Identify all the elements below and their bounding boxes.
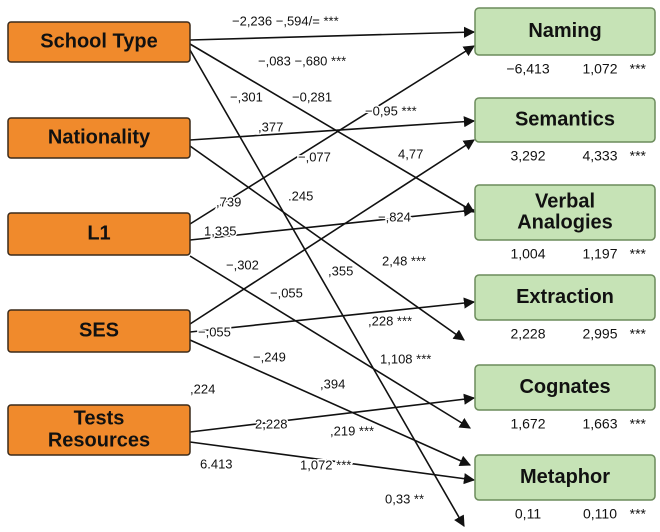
outcome-box (474, 364, 656, 411)
outcome-stat: *** (630, 416, 647, 432)
arrow (189, 145, 465, 341)
source-box (7, 117, 191, 159)
edge-label: ,228 *** (368, 313, 412, 328)
edge-label: −,055 (198, 324, 231, 339)
arrow (189, 139, 475, 325)
nodes: School Type Nationality L1 SES TestsResource… (7, 7, 656, 522)
arrow (189, 205, 476, 241)
outcome-box (474, 7, 656, 56)
arrow (189, 393, 476, 433)
arrow (189, 43, 475, 213)
outcome-label: Verbal (535, 190, 595, 212)
edge-label: −,824 (378, 209, 411, 224)
edge-label: −,083 −,680 *** (258, 53, 346, 68)
arrows (189, 26, 476, 527)
edge-label: 1,335 (204, 223, 237, 238)
outcome-label: Semantics (515, 108, 615, 130)
outcome-stat: 1,197 (582, 246, 617, 262)
edge-label: .245 (288, 188, 313, 203)
edge-label: −,301 (230, 89, 263, 104)
source-label: Resources (48, 429, 150, 451)
edge-label: ,355 (328, 263, 353, 278)
outcome-stat: −6,413 (506, 61, 549, 77)
arrow (189, 45, 475, 225)
arrow (189, 339, 472, 467)
outcome-stat: 1,004 (510, 246, 545, 262)
source-box (7, 212, 191, 256)
source-label: School Type (40, 30, 157, 52)
edge-label: −,077 (298, 149, 331, 164)
edge-label: ,224 (190, 381, 215, 396)
edge-label: −,055 (270, 285, 303, 300)
outcome-stat: 2,228 (510, 326, 545, 342)
edge-label: −,302 (226, 257, 259, 272)
outcome-stat: *** (630, 246, 647, 262)
arrow (189, 49, 465, 527)
outcome-stat: 0,11 (515, 506, 541, 522)
edge-label: −0,281 (292, 89, 332, 104)
edge-label: ,394 (320, 376, 345, 391)
outcome-box (474, 184, 656, 241)
edge-label: ,739 (216, 194, 241, 209)
source-label: Nationality (48, 126, 151, 148)
outcome-label: Extraction (516, 286, 614, 308)
edge-label: 1,108 *** (380, 351, 431, 366)
outcome-stat: 1,663 (582, 416, 617, 432)
edge-label: 0,33 ** (385, 491, 424, 506)
arrow (189, 26, 476, 41)
outcome-label: Naming (528, 20, 601, 42)
outcome-label: Analogies (517, 211, 613, 233)
edge-label: −,249 (253, 349, 286, 364)
source-label: Tests (74, 407, 125, 429)
outcome-stat: *** (630, 61, 647, 77)
edge-label: 2,48 *** (382, 253, 426, 268)
edge-label: −2,236 −,594/= *** (232, 13, 339, 28)
outcome-box (474, 97, 656, 143)
arrow (189, 297, 476, 333)
edge-label: ,219 *** (330, 423, 374, 438)
edge-label: 6.413 (200, 456, 233, 471)
outcome-stat: 3,292 (510, 148, 545, 164)
outcome-box (474, 274, 656, 321)
edge-label: −0,95 *** (365, 103, 417, 118)
edge-label: 1,072 *** (300, 457, 351, 472)
source-box (7, 309, 191, 353)
outcome-stat: *** (630, 506, 647, 522)
outcome-stat: *** (630, 326, 647, 342)
edge-label: ,377 (258, 119, 283, 134)
source-box (7, 404, 191, 456)
edge-label: 2,228 (255, 416, 288, 431)
outcome-box (474, 454, 656, 501)
outcome-stat: 4,333 (582, 148, 617, 164)
outcome-label: Cognates (519, 376, 610, 398)
source-box (7, 21, 191, 63)
outcome-stat: 1,072 (582, 61, 617, 77)
arrow (189, 255, 471, 429)
outcome-label: Metaphor (520, 466, 610, 488)
outcome-stat: *** (630, 148, 647, 164)
source-label: L1 (87, 222, 110, 244)
source-label: SES (79, 319, 119, 341)
outcome-stat: 2,995 (582, 326, 617, 342)
outcome-stat: 1,672 (510, 416, 545, 432)
arrow (189, 116, 476, 141)
edge-label: 4,77 (398, 146, 423, 161)
arrow (189, 441, 476, 485)
outcome-stat: 0,110 (583, 506, 617, 522)
edge-labels: −2,236 −,594/= *** −,083 −,680 *** −,301 −0… (189, 12, 433, 508)
